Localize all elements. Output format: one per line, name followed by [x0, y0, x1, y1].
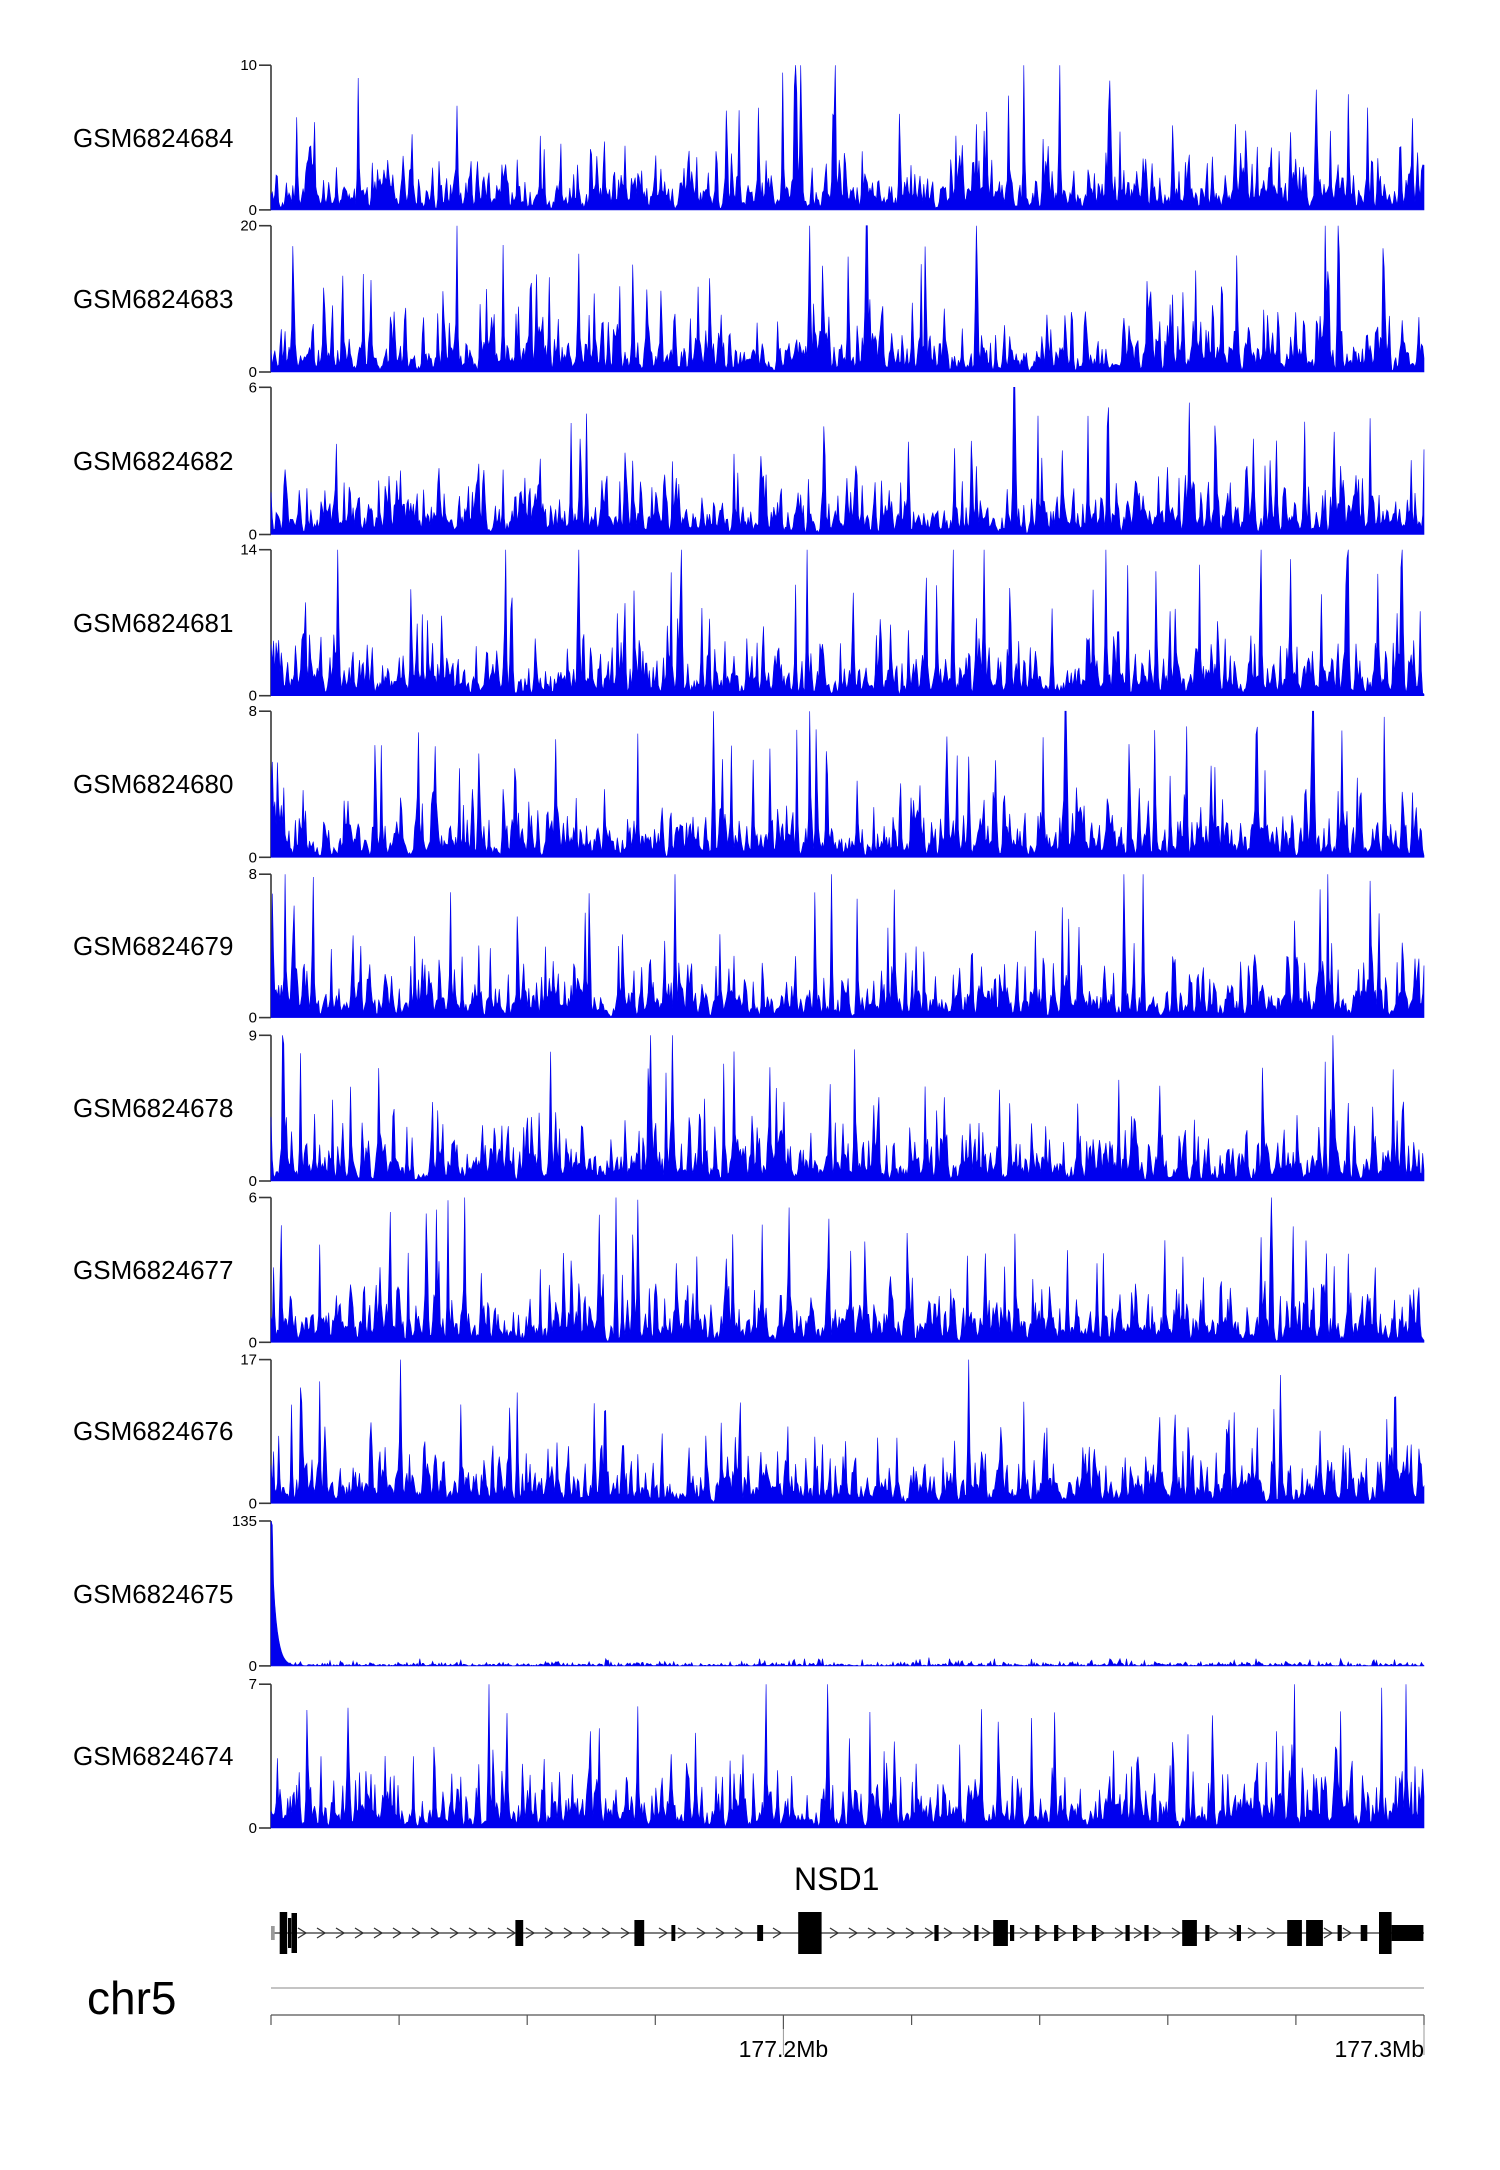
- svg-text:0: 0: [249, 1173, 257, 1190]
- svg-text:10: 10: [240, 57, 257, 74]
- svg-text:14: 14: [240, 542, 257, 559]
- svg-text:7: 7: [249, 1676, 257, 1693]
- svg-text:17: 17: [240, 1352, 257, 1369]
- svg-text:6: 6: [249, 379, 257, 396]
- svg-text:0: 0: [249, 1820, 257, 1837]
- svg-text:0: 0: [249, 688, 257, 705]
- svg-text:177.3Mb: 177.3Mb: [1334, 2036, 1424, 2062]
- svg-text:0: 0: [249, 1334, 257, 1351]
- svg-text:135: 135: [232, 1513, 257, 1530]
- svg-text:0: 0: [249, 202, 257, 219]
- svg-text:0: 0: [249, 1010, 257, 1027]
- svg-text:0: 0: [249, 1495, 257, 1512]
- svg-text:6: 6: [249, 1190, 257, 1207]
- svg-text:9: 9: [249, 1027, 257, 1044]
- svg-text:8: 8: [249, 703, 257, 720]
- svg-text:177.2Mb: 177.2Mb: [739, 2036, 829, 2062]
- svg-text:0: 0: [249, 1658, 257, 1675]
- svg-text:0: 0: [249, 849, 257, 866]
- svg-text:20: 20: [240, 218, 257, 235]
- svg-text:8: 8: [249, 866, 257, 883]
